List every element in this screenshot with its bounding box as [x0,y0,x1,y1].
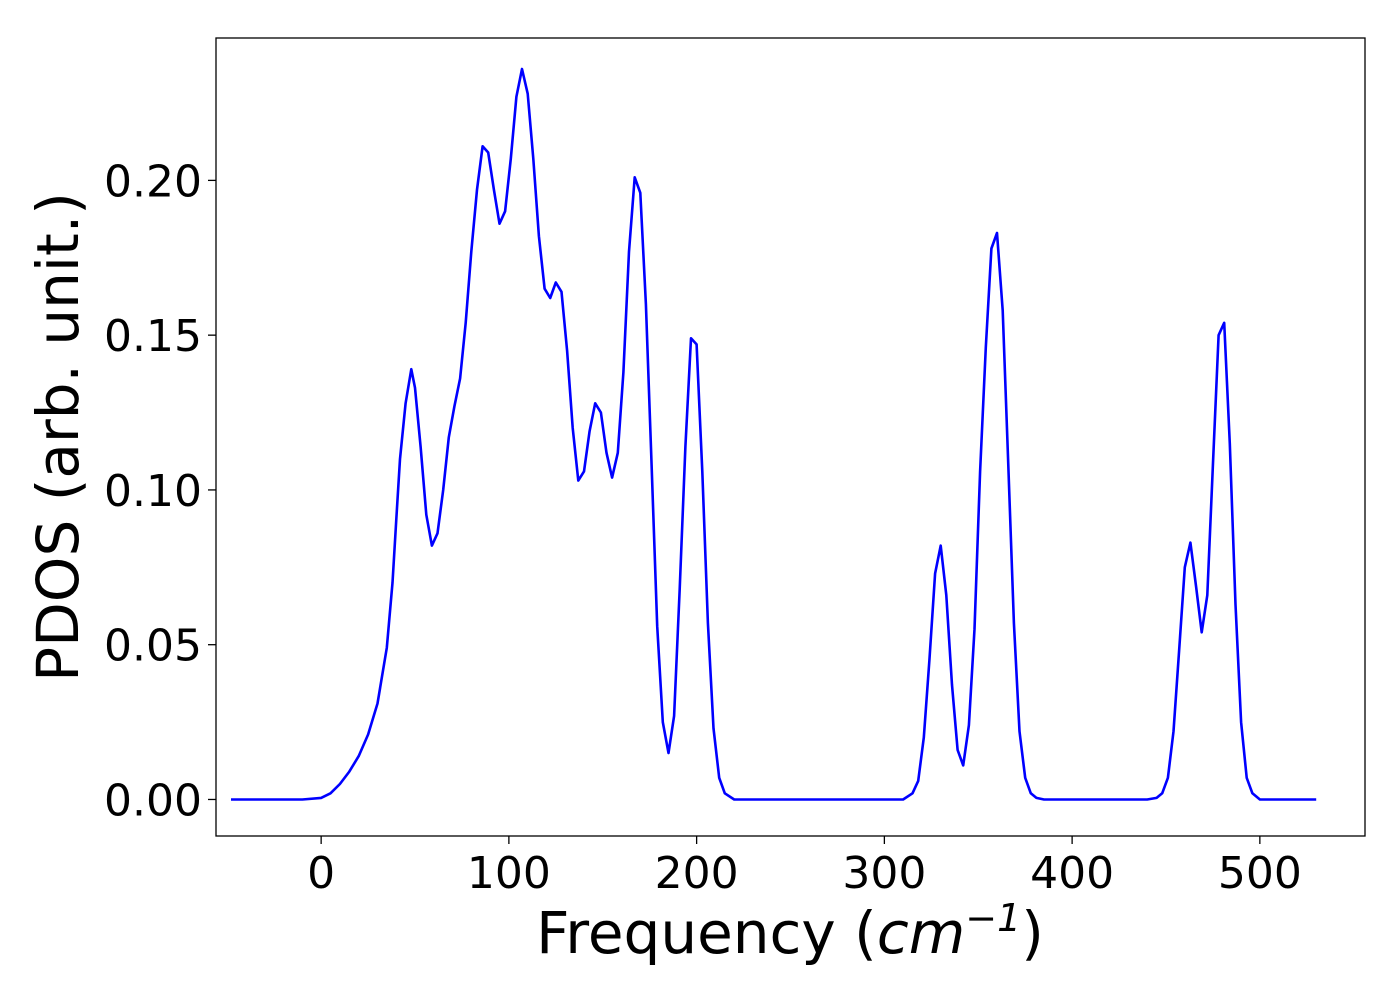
y-axis: 0.00 0.05 0.10 0.15 0.20 [104,156,216,826]
x-tick-label: 200 [655,848,739,899]
x-tick-label: 300 [842,848,926,899]
y-axis-label: PDOS (arb. unit.) [24,192,92,682]
x-axis: 0 100 200 300 400 500 [307,836,1302,899]
x-tick-label: 100 [467,848,551,899]
x-tick-label: 0 [307,848,335,899]
y-tick-label: 0.15 [104,311,202,362]
pdos-series-line [231,67,1317,801]
y-tick-label: 0.10 [104,466,202,517]
x-tick-label: 500 [1218,848,1302,899]
x-tick-label: 400 [1030,848,1114,899]
x-axis-label: Frequency (cm−1) [536,896,1044,967]
y-tick-label: 0.00 [104,775,202,826]
y-tick-label: 0.20 [104,156,202,207]
y-tick-label: 0.05 [104,621,202,672]
plot-frame [215,37,1366,837]
